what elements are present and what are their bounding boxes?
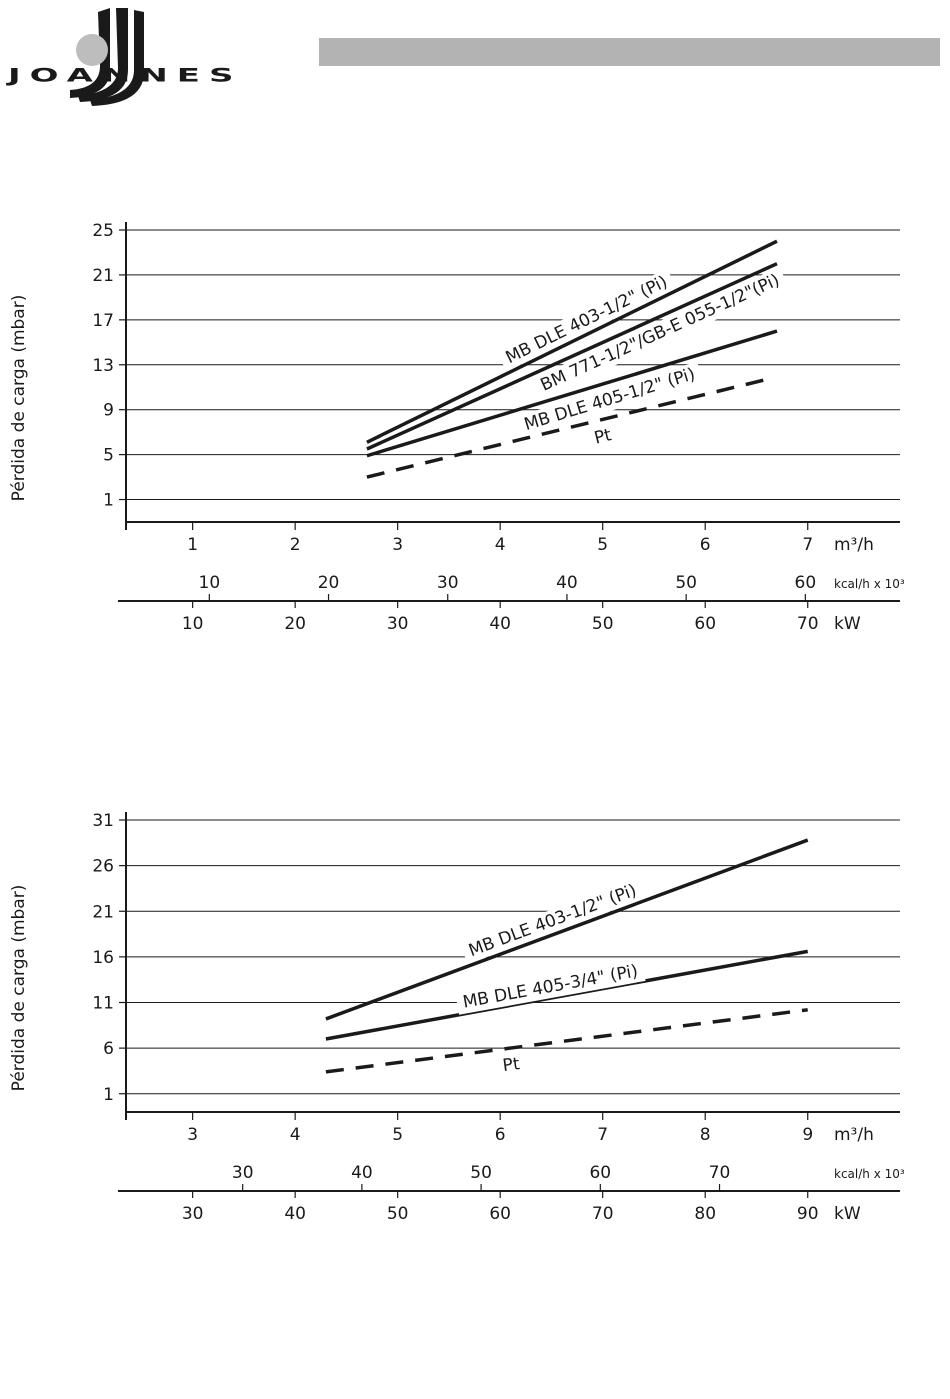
x-tick-label: 3 [392,535,403,555]
kcal-unit-label: kcal/h x 10³ [834,577,905,591]
series-label-bg-1 [531,266,789,399]
kw-unit-label: kW [834,1204,861,1224]
series-label-group-0: MB DLE 403-1/2" (Pi) [460,877,646,965]
kw-tick-label: 50 [592,614,614,634]
header-bar [319,38,940,66]
y-tick-label: 17 [92,311,114,331]
kcal-unit-label: kcal/h x 10³ [834,1167,905,1181]
y-tick-label: 1 [103,1085,114,1105]
pressure-loss-chart-1: 1 5 9 13 17 21 25 Pérdida de carga (mbar) 1 2 3 4 5 6… [9,221,905,634]
series-label-2: Pt [502,1054,522,1076]
x-tick-label: 3 [187,1125,198,1145]
kw-tick-label: 40 [284,1204,306,1224]
flow-unit-label: m³/h [834,535,874,555]
y-tick-label: 31 [92,811,114,831]
kw-tick-label: 90 [797,1204,819,1224]
y-tick-label: 5 [103,446,114,466]
kw-tick-label: 30 [387,614,409,634]
kw-tick-label: 70 [592,1204,614,1224]
kw-tick-label: 50 [387,1204,409,1224]
x-tick-label: 4 [290,1125,301,1145]
joannes-logo: JOANNES [6,8,243,106]
flow-unit-label: m³/h [834,1125,874,1145]
kcal-tick-label: 50 [675,573,697,593]
kcal-tick-label: 30 [437,573,459,593]
y-tick-label: 9 [103,401,114,421]
x-tick-label: 8 [700,1125,711,1145]
series-label-bg-0 [460,877,646,965]
y-tick-label: 1 [103,491,114,511]
x-tick-label: 7 [597,1125,608,1145]
x-tick-label: 5 [597,535,608,555]
logo-j-stripes-icon [70,8,110,98]
series-line-1 [366,262,778,451]
kcal-tick-label: 20 [318,573,340,593]
series-line-2 [325,1008,808,1074]
series-label-bg-1 [455,959,646,1015]
kcal-tick-label: 50 [470,1163,492,1183]
y-tick-label: 6 [103,1039,114,1059]
page-header: JOANNES [0,0,950,110]
kcal-tick-label: 30 [232,1163,254,1183]
x-tick-label: 4 [495,535,506,555]
kw-unit-label: kW [834,614,861,634]
kw-tick-label: 80 [694,1204,716,1224]
kcal-tick-label: 40 [556,573,578,593]
y-tick-label: 25 [92,221,114,241]
y-tick-label: 26 [92,857,114,877]
series-label-bg-0 [496,268,677,372]
y-axis-label: Pérdida de carga (mbar) [9,295,29,502]
series-label-0: MB DLE 403-1/2" (Pi) [466,881,639,962]
kcal-tick-label: 40 [351,1163,373,1183]
series-label-group-3: Pt [586,422,620,452]
series-label-bg-2 [515,361,704,438]
series-line-0 [366,239,778,444]
y-axis-label: Pérdida de carga (mbar) [9,885,29,1092]
y-tick-label: 21 [92,902,114,922]
y-tick-label: 16 [92,948,114,968]
kw-tick-label: 60 [694,614,716,634]
series-line-0 [325,838,809,1021]
x-tick-label: 1 [187,535,198,555]
x-tick-label: 6 [700,535,711,555]
series-label-3: Pt [592,425,614,449]
kcal-tick-label: 10 [199,573,221,593]
series-label-group-2: Pt [495,1052,528,1078]
kw-tick-label: 60 [489,1204,511,1224]
kcal-tick-label: 60 [589,1163,611,1183]
x-tick-label: 6 [495,1125,506,1145]
x-tick-label: 5 [392,1125,403,1145]
series-label-bg-2 [495,1052,528,1078]
y-tick-label: 11 [92,994,114,1014]
series-line-3 [366,377,768,479]
kw-tick-label: 70 [797,614,819,634]
series-line-2 [366,329,778,458]
kcal-tick-label: 70 [709,1163,731,1183]
kw-tick-label: 30 [182,1204,204,1224]
x-tick-label: 2 [290,535,301,555]
svg-text:JOANNES: JOANNES [6,65,243,86]
series-line-1 [325,949,809,1041]
kcal-tick-label: 60 [795,573,817,593]
y-tick-label: 13 [92,356,114,376]
kw-tick-label: 10 [182,614,204,634]
x-tick-label: 9 [802,1125,813,1145]
series-label-bg-3 [586,422,620,452]
x-tick-label: 7 [802,535,813,555]
y-tick-label: 21 [92,266,114,286]
logo-circle-icon [76,34,108,66]
kw-tick-label: 20 [284,614,306,634]
kw-tick-label: 40 [489,614,511,634]
